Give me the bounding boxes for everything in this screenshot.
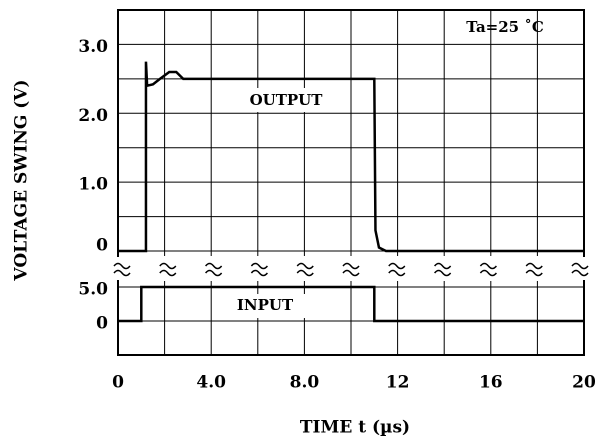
- axis-break: [110, 257, 605, 280]
- annotation: Ta=25 ˚C: [466, 18, 544, 36]
- grid: [117, 10, 585, 355]
- series-label: INPUT: [237, 296, 294, 314]
- x-tick-label: 20: [572, 373, 596, 393]
- label-bg: [232, 88, 340, 112]
- y-tick-label: 5.0: [78, 280, 108, 300]
- x-tick-label: 16: [479, 373, 503, 393]
- x-tick-label: 0: [112, 373, 124, 393]
- break-mark: [525, 262, 543, 277]
- break-mark: [434, 262, 452, 277]
- break-mark: [571, 262, 589, 277]
- line: [118, 285, 584, 323]
- break-mark: [296, 262, 314, 277]
- y-tick-label: 0: [96, 236, 108, 256]
- y-tick-label: 0: [96, 314, 108, 334]
- break-mark: [159, 262, 177, 277]
- label-bg: [222, 294, 308, 318]
- x-tick-label: 4.0: [196, 373, 226, 393]
- break-marks: [113, 262, 589, 277]
- break-mark: [113, 262, 131, 277]
- y-tick-label: 3.0: [78, 37, 108, 57]
- x-tick-label: 8.0: [290, 373, 320, 393]
- marks: [118, 61, 584, 323]
- y-axis-label: VOLTAGE SWING (V): [12, 79, 32, 281]
- plot-border: [117, 9, 585, 356]
- break-mark: [250, 262, 268, 277]
- line: [118, 61, 584, 253]
- break-mark: [342, 262, 360, 277]
- y-tick-label: 1.0: [78, 175, 108, 195]
- break-mark: [388, 262, 406, 277]
- x-axis-label: TIME t (µs): [300, 418, 410, 438]
- x-tick-label: 12: [386, 373, 410, 393]
- break-mark: [205, 262, 223, 277]
- break-mark: [479, 262, 497, 277]
- y-tick-label: 2.0: [78, 106, 108, 126]
- series-label: OUTPUT: [250, 91, 324, 109]
